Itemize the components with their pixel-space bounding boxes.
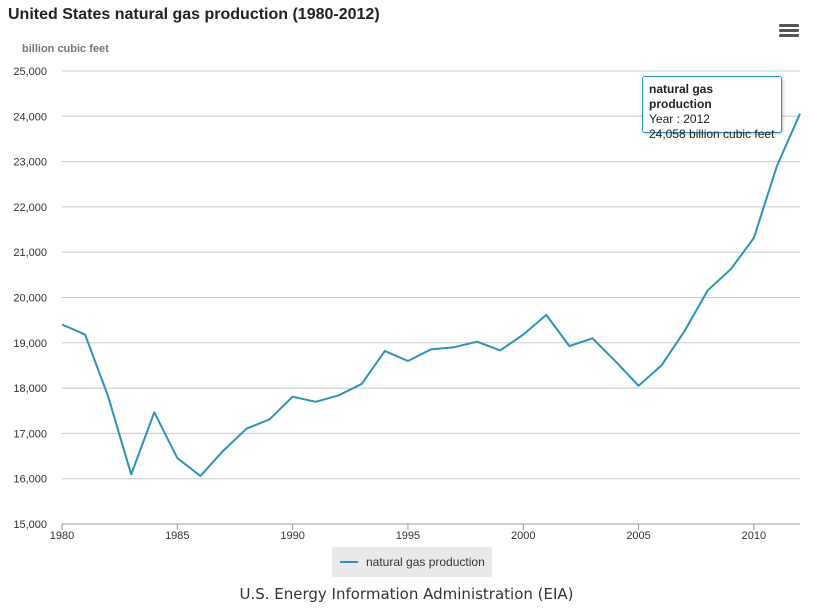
tooltip-value: 24,058 billion cubic feet bbox=[649, 127, 775, 141]
series-layer bbox=[60, 112, 802, 478]
data-point bbox=[752, 236, 756, 240]
y-tick-label: 19,000 bbox=[13, 338, 47, 350]
data-point bbox=[291, 395, 295, 399]
grid-lines bbox=[62, 70, 800, 480]
y-axis-unit-label: billion cubic feet bbox=[22, 43, 109, 55]
x-tick-label: 2010 bbox=[742, 530, 766, 542]
data-point bbox=[175, 456, 179, 460]
y-tick-label: 23,000 bbox=[13, 157, 47, 169]
data-point bbox=[337, 393, 341, 397]
data-point bbox=[567, 344, 571, 348]
y-tick-label: 24,000 bbox=[13, 111, 47, 123]
data-point bbox=[798, 112, 802, 116]
y-tick-label: 22,000 bbox=[13, 202, 47, 214]
y-axis-tick-labels: 15,000 16,000 17,000 18,000 19,000 20,000 21,0… bbox=[13, 66, 47, 531]
data-point bbox=[544, 313, 548, 317]
tooltip-title: natural gas production bbox=[649, 82, 714, 111]
data-point bbox=[60, 323, 64, 327]
data-point bbox=[683, 329, 687, 333]
x-tick-label: 2000 bbox=[511, 530, 535, 542]
data-point bbox=[475, 340, 479, 344]
chart-title: United States natural gas production (19… bbox=[8, 6, 380, 23]
data-point bbox=[383, 349, 387, 353]
data-point bbox=[406, 359, 410, 363]
line-chart: 15,000 16,000 17,000 18,000 19,000 20,000 21,0… bbox=[13, 66, 802, 542]
data-point bbox=[360, 382, 364, 386]
data-point bbox=[245, 427, 249, 431]
x-tick-label: 2005 bbox=[626, 530, 650, 542]
y-tick-label: 25,000 bbox=[13, 66, 47, 78]
x-tick-label: 1980 bbox=[50, 530, 74, 542]
data-point bbox=[637, 384, 641, 388]
data-point bbox=[429, 347, 433, 351]
x-tick-label: 1985 bbox=[165, 530, 189, 542]
source-credit: U.S. Energy Information Administration (… bbox=[239, 585, 574, 603]
data-point bbox=[775, 164, 779, 168]
data-point bbox=[590, 336, 594, 340]
y-tick-label: 20,000 bbox=[13, 293, 47, 305]
data-point bbox=[498, 348, 502, 352]
series-line-natural-gas-production bbox=[61, 113, 801, 477]
data-point bbox=[129, 472, 133, 476]
data-point bbox=[314, 400, 318, 404]
x-axis: 1980 1985 1990 1995 2000 2005 2010 bbox=[50, 523, 800, 542]
data-point bbox=[614, 359, 618, 363]
data-point bbox=[221, 449, 225, 453]
x-tick-label: 1995 bbox=[396, 530, 420, 542]
y-tick-label: 21,000 bbox=[13, 247, 47, 259]
data-point bbox=[660, 363, 664, 367]
y-tick-label: 15,000 bbox=[13, 519, 47, 531]
hamburger-menu-icon[interactable] bbox=[779, 24, 799, 40]
y-tick-label: 17,000 bbox=[13, 428, 47, 440]
data-point bbox=[198, 474, 202, 478]
data-point bbox=[706, 288, 710, 292]
legend-line-icon bbox=[340, 561, 358, 563]
data-point bbox=[521, 333, 525, 337]
data-point bbox=[106, 394, 110, 398]
x-tick-label: 1990 bbox=[280, 530, 304, 542]
data-point bbox=[452, 345, 456, 349]
legend-item-natural-gas-production[interactable]: natural gas production bbox=[332, 547, 492, 577]
data-point bbox=[729, 267, 733, 271]
data-point bbox=[152, 410, 156, 414]
data-point bbox=[83, 333, 87, 337]
y-tick-label: 16,000 bbox=[13, 474, 47, 486]
y-tick-label: 18,000 bbox=[13, 383, 47, 395]
tooltip-year: Year : 2012 bbox=[649, 112, 710, 126]
data-point bbox=[268, 417, 272, 421]
tooltip: natural gas production Year : 2012 24,05… bbox=[642, 76, 782, 141]
legend-label: natural gas production bbox=[366, 555, 485, 569]
